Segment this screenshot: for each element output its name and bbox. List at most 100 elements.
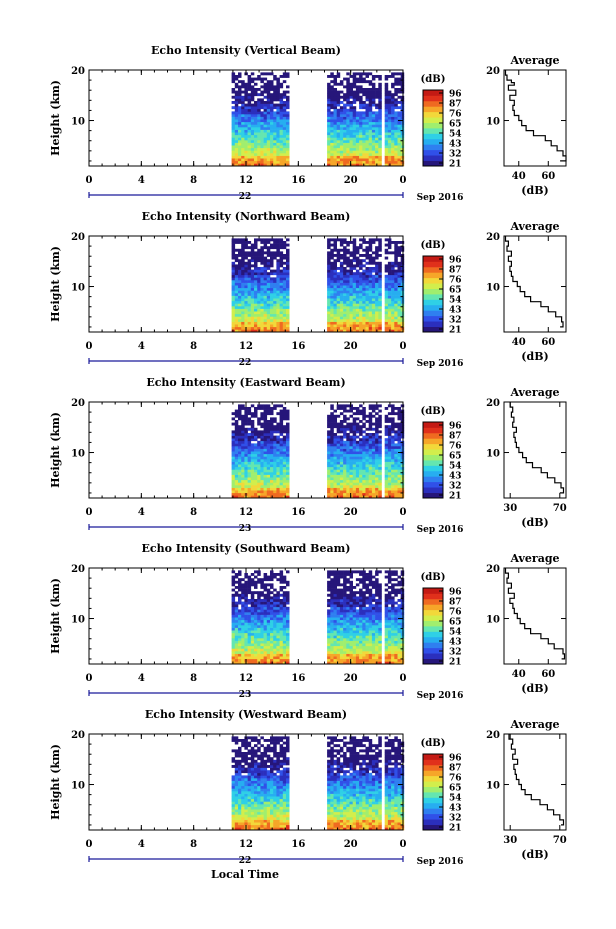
heatmap-cell (238, 293, 242, 296)
heatmap-cell (257, 129, 261, 133)
heatmap-cell (339, 485, 344, 488)
heatmap-cell (397, 308, 401, 312)
heatmap-cell (250, 293, 255, 296)
heatmap-cell (371, 77, 376, 81)
heatmap-cell (330, 103, 334, 107)
heatmap-cell (346, 482, 350, 486)
heatmap-cell (257, 272, 261, 276)
heatmap-cell (276, 85, 280, 89)
heatmap-cell (400, 106, 405, 110)
heatmap-cell (371, 132, 376, 136)
heatmap-cell (384, 132, 389, 136)
heatmap-cell (244, 485, 248, 488)
heatmap-cell (279, 153, 284, 156)
heatmap-cell (247, 127, 252, 130)
heatmap-cell (266, 583, 271, 587)
heatmap-cell (371, 140, 376, 143)
heatmap-cell (286, 601, 290, 605)
heatmap-cell (371, 485, 376, 488)
heatmap-cell (333, 277, 337, 281)
heatmap-cell (355, 155, 360, 159)
heatmap-cell (365, 272, 369, 276)
heatmap-cell (266, 479, 271, 483)
colorbar-swatch (423, 272, 443, 279)
heatmap-cell (238, 75, 242, 78)
heatmap-cell (282, 599, 287, 602)
heatmap-cell (257, 640, 261, 644)
heatmap-cell (391, 300, 395, 304)
heatmap-cell (343, 485, 347, 488)
heatmap-cell (400, 326, 405, 330)
heatmap-cell (273, 316, 277, 320)
heatmap-cell (371, 238, 376, 242)
heatmap-cell (378, 495, 382, 499)
heatmap-cell (359, 72, 363, 76)
panel-title: Echo Intensity (Eastward Beam) (146, 376, 345, 389)
heatmap-cell (231, 282, 236, 286)
heatmap-cell (368, 280, 373, 283)
heatmap-cell (394, 163, 398, 167)
heatmap-cell (254, 451, 258, 455)
heatmap-cell (244, 108, 248, 112)
heatmap-cell (273, 456, 277, 460)
heatmap-cell (286, 596, 290, 600)
heatmap-cell (270, 409, 274, 413)
heatmap-cell (400, 77, 405, 81)
heatmap-cell (257, 98, 261, 102)
heatmap-cell (279, 619, 284, 623)
heatmap-cell (336, 313, 341, 317)
heatmap-cell (362, 477, 366, 481)
heatmap-cell (238, 495, 242, 499)
heatmap-cell (260, 414, 264, 418)
heatmap-cell (279, 293, 284, 296)
heatmap-cell (327, 111, 331, 115)
heatmap-cell (282, 430, 287, 434)
heatmap-cell (238, 319, 242, 322)
heatmap-cell (231, 490, 236, 494)
heatmap-cell (394, 316, 398, 320)
heatmap-cell (270, 145, 274, 149)
heatmap-cell (231, 485, 236, 488)
heatmap-cell (260, 101, 264, 104)
heatmap-cell (359, 132, 363, 136)
heatmap-cell (241, 243, 245, 247)
heatmap-cell (327, 303, 331, 307)
heatmap-cell (286, 438, 290, 442)
heatmap-cell (368, 466, 373, 470)
heatmap-cell (343, 293, 347, 296)
heatmap-cell (244, 448, 248, 452)
heatmap-cell (333, 303, 337, 307)
heatmap-cell (270, 142, 274, 146)
heatmap-cell (387, 290, 392, 294)
heatmap-cell (330, 287, 334, 291)
heatmap-cell (352, 433, 357, 436)
heatmap-cell (247, 254, 252, 257)
heatmap-cell (276, 573, 280, 576)
heatmap-cell (244, 300, 248, 304)
heatmap-cell (355, 274, 360, 278)
heatmap-cell (244, 290, 248, 294)
heatmap-cell (384, 269, 389, 273)
heatmap-cell (260, 446, 264, 449)
heatmap-cell (244, 464, 248, 468)
heatmap-cell (247, 609, 252, 613)
heatmap-cell (343, 295, 347, 299)
heatmap-cell (368, 308, 373, 312)
heatmap-cell (330, 160, 334, 164)
heatmap-cell (343, 482, 347, 486)
heatmap-cell (276, 645, 280, 649)
heatmap-cell (247, 617, 252, 621)
heatmap-cell (257, 596, 261, 600)
heatmap-cell (238, 308, 242, 312)
heatmap-cell (362, 448, 366, 452)
heatmap-cell (270, 492, 274, 496)
heatmap-cell (349, 464, 353, 468)
heatmap-cell (352, 417, 357, 421)
heatmap-cell (238, 316, 242, 320)
heatmap-cell (250, 158, 255, 162)
date-month: Sep 2016 (417, 525, 464, 535)
heatmap-cell (279, 446, 284, 449)
heatmap-cell (365, 150, 369, 154)
heatmap-cell (257, 477, 261, 481)
heatmap-cell (365, 438, 369, 442)
